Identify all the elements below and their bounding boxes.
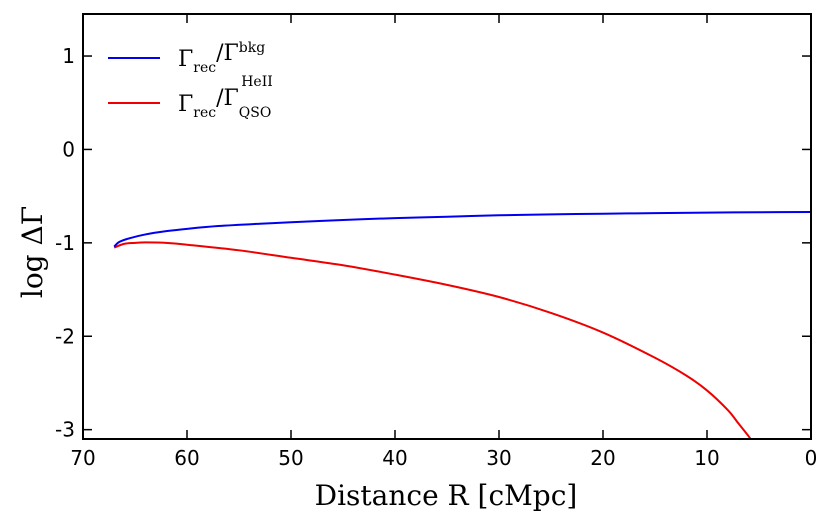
x-tick-label: 60 bbox=[174, 446, 199, 470]
y-tick-label: 1 bbox=[62, 44, 75, 68]
tick-labels-layer: 70 60 50 40 30 20 10 010-1-2-3 bbox=[55, 44, 817, 470]
x-axis-title: Distance R [cMpc] bbox=[315, 479, 578, 512]
y-tick-label: 0 bbox=[62, 137, 75, 161]
y-tick-label: -3 bbox=[55, 418, 75, 442]
x-tick-label: 40 bbox=[382, 446, 407, 470]
x-tick-label: 0 bbox=[805, 446, 818, 470]
y-tick-label: -1 bbox=[55, 231, 75, 255]
y-axis-title: log ΔΓ bbox=[16, 206, 49, 298]
x-tick-label: 10 bbox=[694, 446, 719, 470]
frame-layer bbox=[82, 13, 812, 440]
x-tick-label: 70 bbox=[70, 446, 95, 470]
legend-label: Γrec/ΓQSO bbox=[178, 86, 271, 121]
plot-frame bbox=[82, 13, 812, 440]
x-tick-label: 30 bbox=[486, 446, 511, 470]
y-tick-label: -2 bbox=[55, 324, 75, 348]
x-tick-label: 20 bbox=[590, 446, 615, 470]
series-layer bbox=[113, 211, 811, 439]
series-line-qso bbox=[113, 241, 752, 439]
legend-label: Γrec/Γbkg HeII bbox=[178, 40, 273, 90]
x-tick-label: 50 bbox=[278, 446, 303, 470]
series-line-heii bbox=[113, 211, 811, 248]
